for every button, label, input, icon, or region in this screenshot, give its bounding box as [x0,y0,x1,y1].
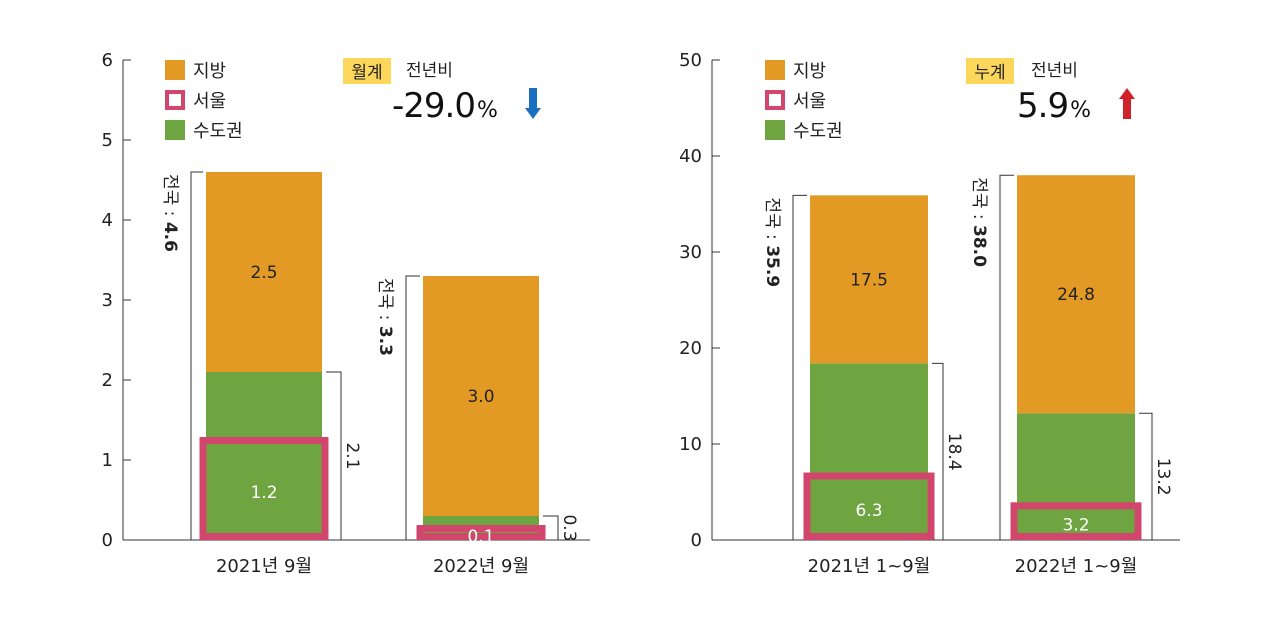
bar-metro [1017,413,1135,540]
metro-bracket [326,371,342,541]
total-prefix: 전국 : [375,278,395,326]
bar-metro [206,372,322,540]
total-label: 전국 : 4.6 [160,174,180,252]
down-arrow-icon [525,88,541,119]
yoy-value: -29.0% [392,86,497,126]
period-badge [966,58,1014,84]
y-tick-label: 4 [102,210,113,231]
category-label: 2022년 9월 [433,556,529,577]
y-tick-label: 1 [102,450,113,471]
y-tick-label: 0 [102,530,113,551]
bar-seoul-box [416,525,546,540]
legend-label-regional: 지방 [793,61,826,82]
total-value: 38.0 [969,225,989,267]
metro-total-label: 0.3 [559,514,579,541]
total-value: 3.3 [375,326,395,356]
up-arrow-icon [1119,88,1135,119]
bar-regional [423,276,539,516]
seoul-value-label: 0.1 [467,527,494,547]
seoul-value-label: 1.2 [250,483,277,503]
bar-regional [1017,175,1135,414]
y-tick-label: 0 [691,530,702,551]
legend-label-seoul: 서울 [193,91,226,112]
total-prefix: 전국 : [969,177,989,225]
metro-total-label: 18.4 [944,433,964,471]
bar-regional [206,172,322,372]
regional-value-label: 2.5 [250,263,277,283]
bar-seoul-box [199,437,329,540]
period-badge-label: 누계 [974,63,1005,83]
total-prefix: 전국 : [762,197,782,245]
metro-bracket [543,515,559,541]
legend-swatch-metro [165,120,185,140]
bar-seoul-box [803,472,935,540]
total-bracket [999,174,1014,540]
yoy-caption: 전년비 [406,61,453,81]
y-tick-label: 5 [102,130,113,151]
total-label: 전국 : 38.0 [969,177,989,267]
regional-value-label: 17.5 [850,270,888,290]
legend-swatch-metro [765,120,785,140]
yoy-unit: % [1070,98,1090,123]
category-label: 2021년 1~9월 [808,556,931,577]
bar-seoul-box [1010,502,1142,540]
seoul-value-label: 6.3 [855,501,882,521]
legend-label-metro: 수도권 [793,121,843,142]
yoy-unit: % [477,98,497,123]
total-value: 35.9 [762,245,782,287]
y-tick-label: 2 [102,370,113,391]
total-label: 전국 : 35.9 [762,197,782,287]
total-label: 전국 : 3.3 [375,278,395,356]
legend-swatch-seoul [765,90,785,110]
legend-swatch-regional [165,60,185,80]
metro-total-label: 2.1 [342,442,362,469]
legend-label-regional: 지방 [193,61,226,82]
chart-panel-1: 0 1 2 3 4 5 6 2.5 1.2 2.1 전국 : 4.6 2021년 9월 3.0 0.1 0.… [102,50,590,577]
y-tick-label: 10 [679,434,702,455]
seoul-value-label: 3.2 [1062,516,1089,536]
total-bracket [405,275,420,540]
regional-value-label: 24.8 [1057,285,1095,305]
y-tick-label: 30 [679,242,702,263]
total-bracket [792,194,807,540]
category-label: 2021년 9월 [216,556,312,577]
yoy-caption: 전년비 [1031,61,1078,81]
legend-label-metro: 수도권 [193,121,243,142]
category-label: 2022년 1~9월 [1015,556,1138,577]
y-tick-label: 50 [679,50,702,71]
total-prefix: 전국 : [160,174,180,222]
period-badge-label: 월계 [351,63,382,83]
yoy-number: -29.0 [392,86,475,126]
total-value: 4.6 [160,222,180,252]
regional-value-label: 3.0 [467,387,494,407]
y-tick-label: 40 [679,146,702,167]
metro-total-label: 13.2 [1153,458,1173,496]
bar-regional [810,195,928,364]
yoy-number: 5.9 [1017,86,1068,126]
y-tick-label: 20 [679,338,702,359]
y-tick-label: 3 [102,290,113,311]
period-badge [343,58,391,84]
legend-swatch-seoul [165,90,185,110]
bar-metro [810,363,928,540]
legend-swatch-regional [765,60,785,80]
metro-bracket [1139,412,1153,541]
metro-bracket [932,362,944,541]
y-tick-label: 6 [102,50,113,71]
legend-label-seoul: 서울 [793,91,826,112]
yoy-value: 5.9% [1017,86,1090,126]
chart-panel-2: 0 10 20 30 40 50 17.5 6.3 18.4 전국 : 35.9 2021년 1~9… [679,50,1180,577]
total-bracket [190,171,203,540]
